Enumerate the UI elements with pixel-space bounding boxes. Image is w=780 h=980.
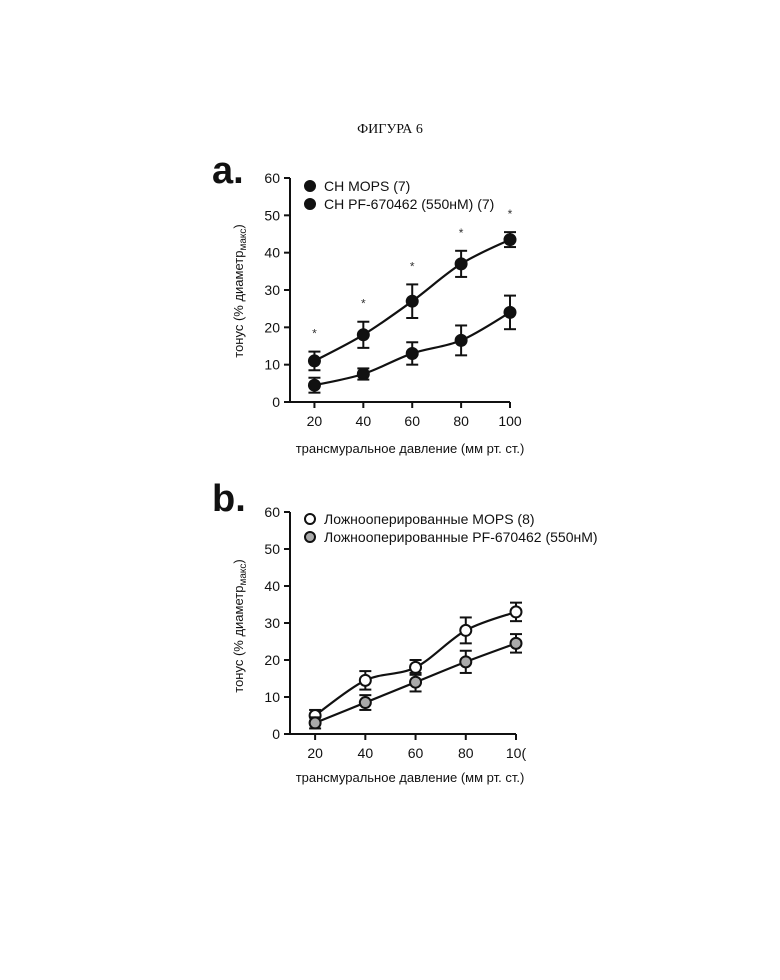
significance-star-a: * — [508, 207, 513, 221]
y-axis-label-sub-a: макс — [238, 229, 249, 251]
data-point-b-2 — [360, 697, 371, 708]
legend-label-b-2: Ложнооперированные PF-670462 (550нМ) — [324, 529, 598, 545]
y-tick-label-b: 50 — [264, 541, 280, 557]
y-tick-label-b: 10 — [264, 689, 280, 705]
y-tick-label-a: 60 — [264, 170, 280, 186]
x-axis-label-b: трансмуральное давление (мм рт. ст.) — [296, 770, 525, 785]
y-tick-label-a: 20 — [264, 319, 280, 335]
significance-star-a: * — [410, 259, 415, 273]
y-tick-label-b: 40 — [264, 578, 280, 594]
data-point-a-2 — [456, 335, 467, 346]
legend-label-a-1: CH MOPS (7) — [324, 178, 410, 194]
x-tick-label-a: 20 — [307, 413, 323, 429]
y-tick-label-b: 0 — [272, 726, 280, 742]
data-point-a-1 — [309, 355, 320, 366]
data-point-b-1 — [410, 662, 421, 673]
y-tick-label-a: 40 — [264, 245, 280, 261]
legend-marker-a-1 — [305, 181, 315, 191]
data-point-b-2 — [460, 656, 471, 667]
y-axis-label-a: тонус (% диаметрмакс) — [231, 224, 249, 357]
data-point-a-1 — [456, 258, 467, 269]
panel-letter-a: a. — [212, 150, 244, 192]
chart-panel-b: b. 0 10 20 30 40 50 60 20 40 60 80 10( Ложноопериров… — [0, 478, 780, 798]
x-tick-label-a: 40 — [356, 413, 372, 429]
legend-marker-a-2 — [305, 199, 315, 209]
y-axis-label-b: тонус (% диаметрмакс) — [231, 559, 249, 692]
chart-area-a: 0 10 20 30 40 50 60 20 40 60 80 100 CH MOPS (7) CH PF… — [264, 170, 521, 429]
y-tick-label-a: 30 — [264, 282, 280, 298]
data-point-a-1 — [358, 329, 369, 340]
panel-letter-b: b. — [212, 478, 246, 520]
y-tick-label-b: 20 — [264, 652, 280, 668]
y-axis-label-end-a: ) — [231, 224, 246, 228]
y-axis-label-end-b: ) — [231, 559, 246, 563]
x-tick-label-b: 40 — [358, 745, 374, 761]
legend-label-a-2: CH PF-670462 (550нМ) (7) — [324, 196, 494, 212]
y-tick-label-b: 30 — [264, 615, 280, 631]
x-tick-label-b: 10( — [506, 745, 527, 761]
y-tick-label-a: 0 — [272, 394, 280, 410]
significance-star-a: * — [312, 327, 317, 341]
data-point-a-2 — [505, 307, 516, 318]
y-tick-label-a: 10 — [264, 357, 280, 373]
significance-star-a: * — [361, 297, 366, 311]
x-axis-label-a: трансмуральное давление (мм рт. ст.) — [296, 441, 525, 456]
data-point-a-2 — [358, 369, 369, 380]
legend-marker-b-2 — [305, 532, 315, 542]
x-tick-label-b: 80 — [458, 745, 474, 761]
x-tick-label-a: 100 — [498, 413, 522, 429]
y-tick-label-b: 60 — [264, 504, 280, 520]
data-point-a-1 — [407, 296, 418, 307]
legend-marker-b-1 — [305, 514, 315, 524]
data-point-a-2 — [309, 380, 320, 391]
y-axis-label-sub-b: макс — [238, 564, 249, 586]
y-axis-label-main-a: тонус (% диаметр — [231, 251, 246, 358]
significance-star-a: * — [459, 226, 464, 240]
figure-title: ФИГУРА 6 — [0, 122, 780, 138]
data-point-b-1 — [460, 625, 471, 636]
x-tick-label-b: 60 — [408, 745, 424, 761]
data-point-b-2 — [310, 717, 321, 728]
y-tick-label-a: 50 — [264, 207, 280, 223]
data-point-b-1 — [360, 675, 371, 686]
x-tick-label-a: 80 — [453, 413, 469, 429]
data-point-a-2 — [407, 348, 418, 359]
data-point-b-1 — [511, 606, 522, 617]
data-point-a-1 — [505, 234, 516, 245]
data-point-b-2 — [410, 677, 421, 688]
x-tick-label-b: 20 — [307, 745, 323, 761]
x-tick-label-a: 60 — [404, 413, 420, 429]
legend-label-b-1: Ложнооперированные MOPS (8) — [324, 511, 535, 527]
data-point-b-2 — [511, 638, 522, 649]
chart-area-b: 0 10 20 30 40 50 60 20 40 60 80 10( Ложнооперированн… — [264, 504, 597, 761]
y-axis-label-main-b: тонус (% диаметр — [231, 586, 246, 693]
chart-panel-a: a. 0 10 20 30 40 50 60 20 40 60 80 100 CH MOPS (7) CH… — [0, 150, 780, 470]
